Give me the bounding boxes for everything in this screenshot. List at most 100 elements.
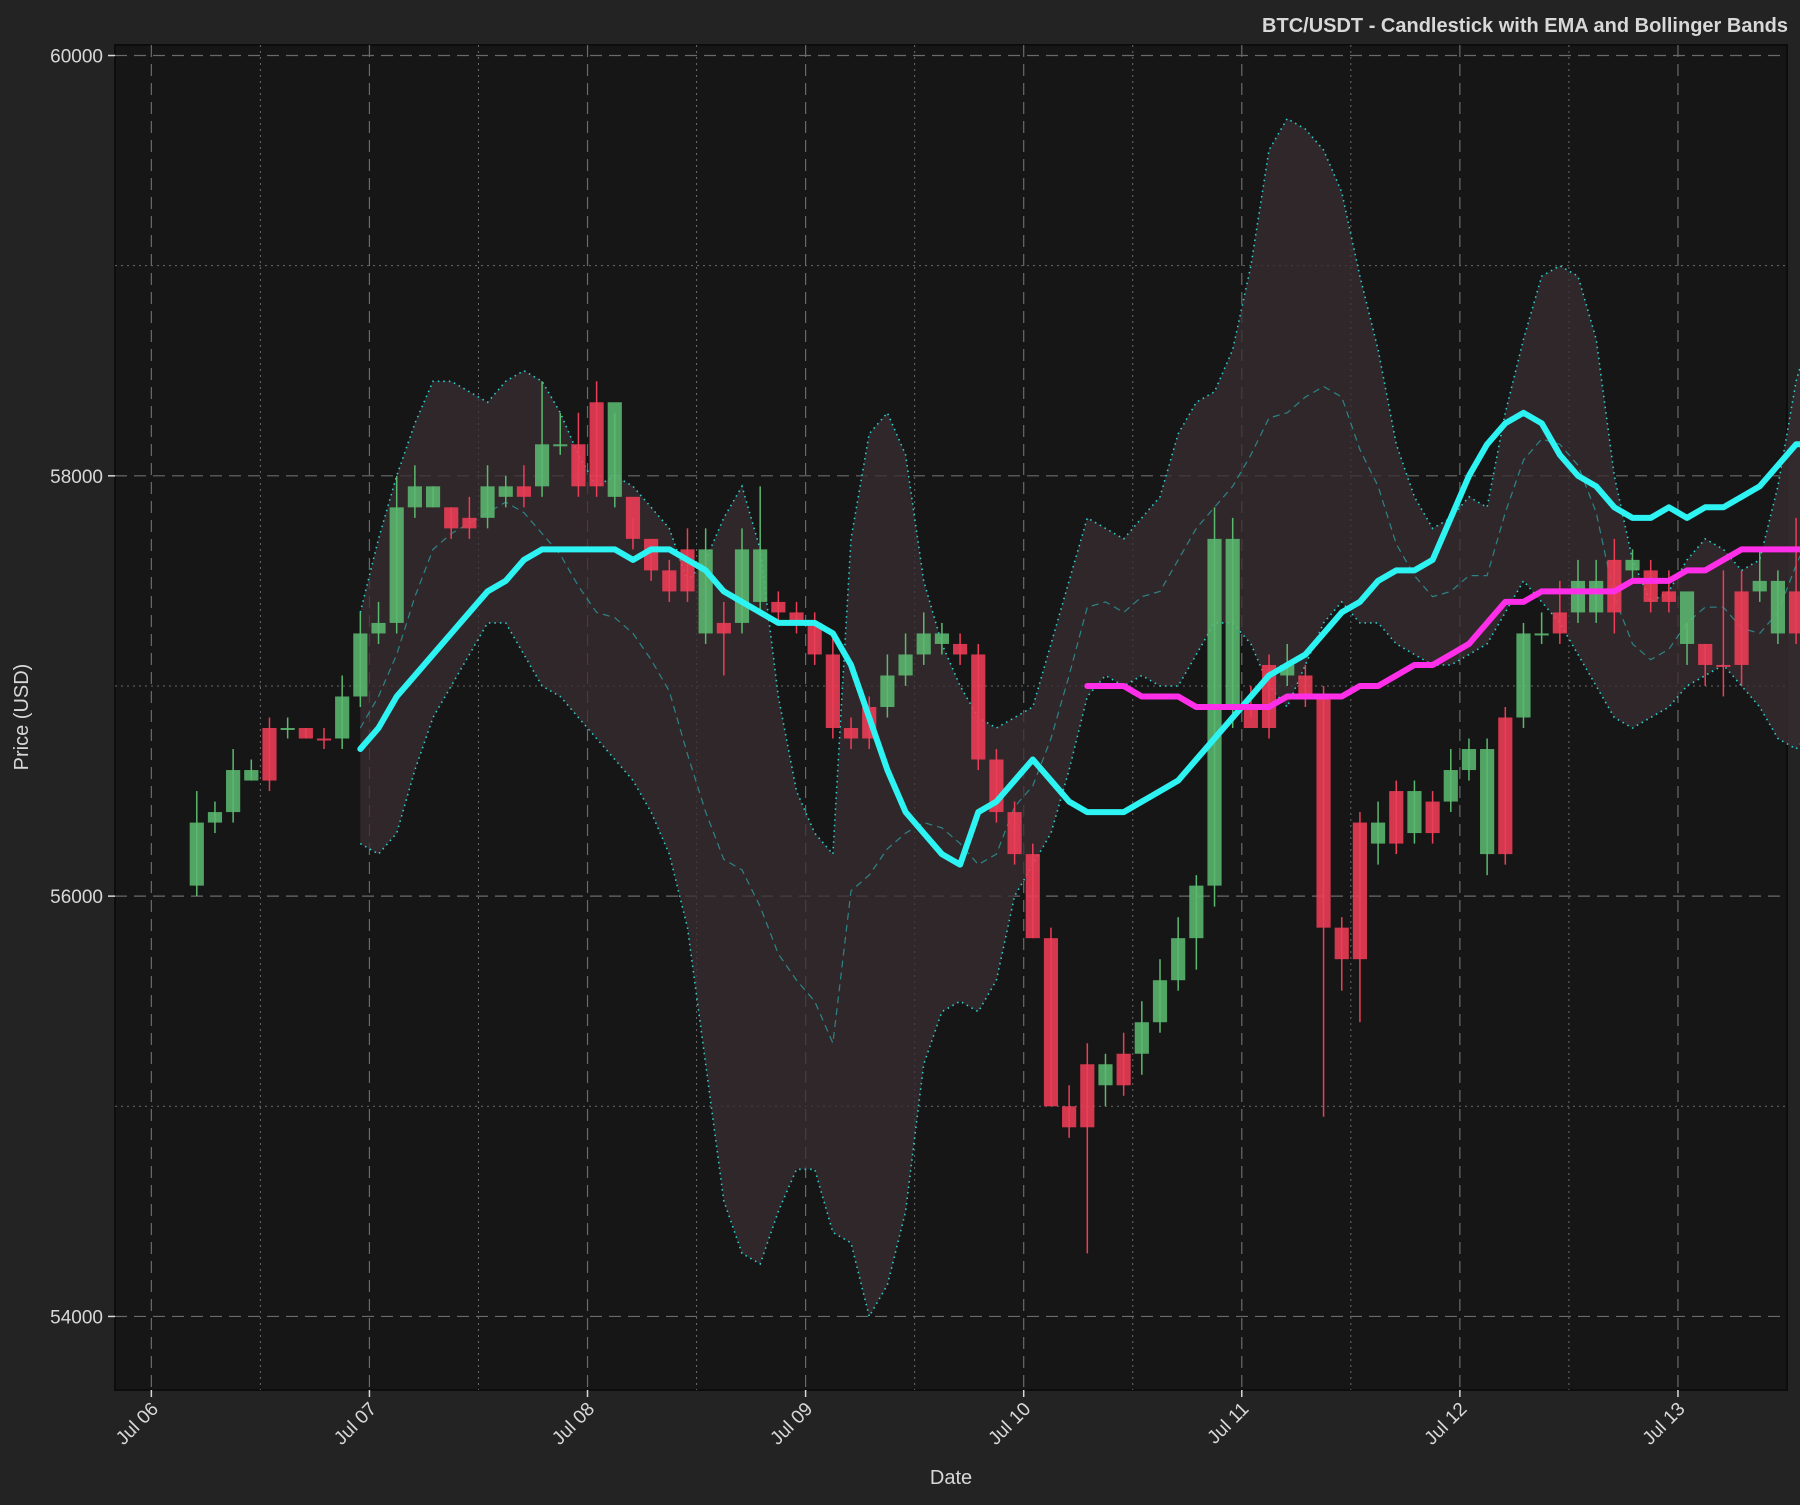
candle-body: [952, 643, 968, 655]
candle-body: [425, 486, 441, 508]
candle-body: [807, 622, 822, 655]
y-axis-label: Price (USD): [11, 664, 33, 771]
candle-body: [843, 728, 859, 739]
candle-body: [1480, 749, 1495, 855]
candle-body: [1225, 538, 1240, 707]
candle-body: [1498, 717, 1513, 855]
candle-body: [789, 612, 804, 623]
candle-body: [389, 507, 404, 623]
candle-body: [898, 654, 913, 676]
candle-body: [1316, 696, 1331, 928]
candle-body: [1025, 854, 1040, 939]
candle-body: [262, 728, 277, 781]
candle-body: [1752, 580, 1767, 592]
ema-lines: [357, 409, 1800, 868]
candle-body: [335, 696, 350, 739]
candle-body: [1589, 580, 1604, 613]
candle-body: [1607, 559, 1622, 613]
candle-body: [207, 812, 223, 823]
candle-body: [1443, 770, 1458, 802]
candle-body: [1352, 822, 1368, 960]
candle-body: [716, 622, 731, 634]
candle-body: [607, 402, 622, 497]
candle-body: [1207, 538, 1222, 886]
candle-body: [244, 770, 259, 781]
y-tick-label: 56000: [50, 887, 103, 908]
bollinger-middle-line: [359, 385, 1800, 1046]
candle-body: [1389, 791, 1404, 844]
ema-slow-line: [1084, 546, 1800, 710]
candle-body: [1334, 927, 1349, 960]
candle-body: [280, 728, 295, 731]
y-tick-label: 54000: [50, 1307, 103, 1328]
candle-body: [226, 770, 241, 813]
candle-body: [1116, 1053, 1131, 1086]
bollinger-band-fill: [360, 118, 1800, 1317]
candle-body: [698, 549, 713, 634]
candle-body: [516, 486, 532, 497]
candle-body: [371, 622, 386, 634]
candle-body: [1534, 633, 1549, 636]
candle-body: [753, 549, 768, 602]
candle-body: [444, 507, 459, 529]
candle-body: [1189, 885, 1204, 939]
candle-body: [625, 496, 641, 539]
candle-body: [1080, 1064, 1095, 1128]
candle-body: [1407, 791, 1422, 834]
candle-body: [1243, 706, 1258, 729]
candle-body: [1716, 664, 1731, 667]
candle-body: [534, 444, 550, 487]
candle-body: [1134, 1022, 1149, 1054]
chart-title: BTC/USDT - Candlestick with EMA and Boll…: [1262, 15, 1788, 37]
y-tick-label: 60000: [50, 47, 103, 68]
candle-body: [1661, 591, 1676, 602]
candle-body: [407, 486, 422, 508]
candle-body: [771, 601, 786, 613]
candle-body: [662, 570, 677, 592]
candle-body: [1171, 938, 1186, 981]
candle-body: [1461, 749, 1477, 771]
ema-fast-line: [357, 409, 1800, 868]
candle-body: [1788, 591, 1800, 634]
y-axis: 54000 56000 58000 60000: [50, 47, 115, 1328]
candle-body: [498, 486, 513, 497]
x-axis-label: Date: [930, 1467, 972, 1489]
candle-body: [916, 633, 931, 655]
candle-body: [1770, 580, 1786, 634]
candle-body: [1098, 1064, 1113, 1086]
candle-body: [480, 486, 495, 518]
candle-body: [1007, 812, 1022, 855]
candle-body: [589, 402, 604, 487]
candle-body: [1280, 664, 1295, 676]
candle-body: [189, 822, 204, 886]
candle-body: [880, 675, 895, 707]
candle-body: [971, 654, 986, 760]
candle-body: [1698, 643, 1713, 665]
candle-body: [316, 738, 332, 741]
candle-body: [553, 444, 568, 447]
candle-body: [1570, 580, 1586, 613]
y-tick-label: 58000: [50, 467, 103, 488]
candle-body: [1425, 801, 1440, 834]
candle-body: [298, 728, 313, 739]
bollinger-bands: [359, 117, 1800, 1319]
candle-body: [571, 444, 586, 487]
candle-body: [1552, 612, 1567, 634]
candle-body: [1734, 591, 1749, 665]
candle-body: [1062, 1106, 1077, 1128]
candle-body: [462, 517, 477, 529]
bollinger-upper-line: [359, 117, 1800, 857]
candle-body: [934, 633, 950, 644]
candle-body: [353, 633, 368, 697]
candle-body: [1679, 591, 1695, 644]
candle-body: [1298, 675, 1313, 697]
candle-body: [734, 549, 750, 623]
candle-body: [1625, 559, 1640, 571]
candle-body: [1152, 980, 1168, 1023]
candle-body: [825, 654, 840, 729]
candle-body: [1643, 570, 1658, 602]
candle-body: [1516, 633, 1531, 718]
candle-body: [1370, 822, 1386, 844]
